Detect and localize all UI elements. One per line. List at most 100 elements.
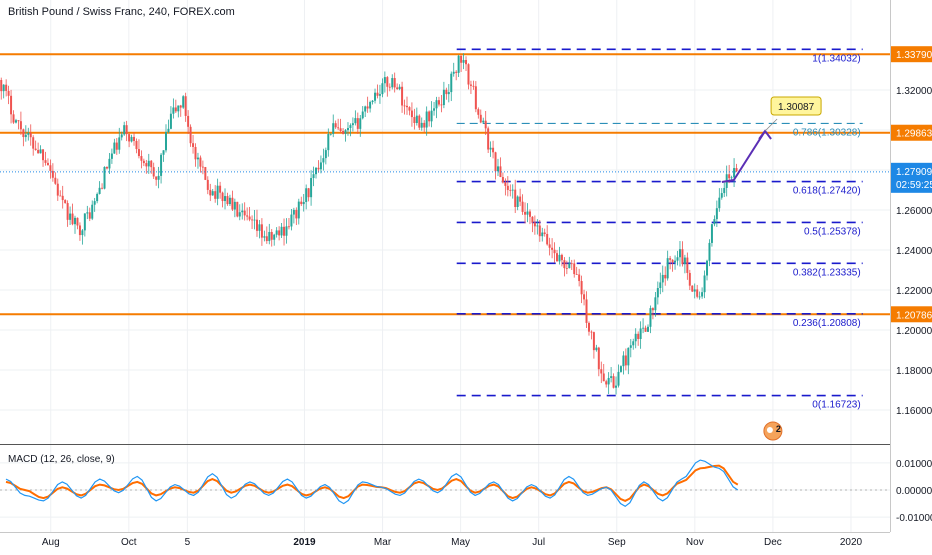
candle-body xyxy=(290,214,293,227)
price-tick-label: 1.22000 xyxy=(896,286,932,297)
candle-body xyxy=(516,196,519,207)
event-badge[interactable] xyxy=(763,421,783,441)
fib-level-label: 0.786(1.30328) xyxy=(793,127,861,138)
candle-body xyxy=(733,168,736,178)
candle-body xyxy=(484,120,487,129)
candle-body xyxy=(46,162,49,166)
candle-body xyxy=(519,196,522,202)
candle-body xyxy=(612,376,615,388)
horizontal-levels[interactable] xyxy=(0,53,890,316)
candle-body xyxy=(624,355,627,366)
candle-body xyxy=(29,132,32,138)
candle-body xyxy=(238,212,241,217)
candle-body xyxy=(467,64,470,85)
target-callout-box[interactable] xyxy=(770,96,822,116)
candle-body xyxy=(595,347,598,351)
candle-body xyxy=(469,84,472,86)
level-price-tag[interactable] xyxy=(891,46,932,63)
candle-body xyxy=(445,89,448,95)
candle-body xyxy=(580,281,583,295)
candle-body xyxy=(681,249,684,265)
level-price-tag[interactable] xyxy=(891,124,932,141)
candle-body xyxy=(573,263,576,275)
time-tick-label: Dec xyxy=(764,537,782,548)
candle-body xyxy=(654,297,657,311)
candle-body xyxy=(563,260,566,269)
time-tick-label: 2019 xyxy=(293,537,316,548)
candle-body xyxy=(678,249,681,258)
axes[interactable]: 1.320001.300001.280001.260001.240001.220… xyxy=(42,46,932,548)
candle-body xyxy=(642,327,645,329)
candle-body xyxy=(629,345,632,348)
candle-body xyxy=(5,84,8,91)
candle-body xyxy=(327,134,330,151)
candle-body xyxy=(137,149,140,157)
candle-body xyxy=(280,226,283,236)
candle-body xyxy=(157,175,160,180)
macd-signal-line xyxy=(5,464,739,503)
candle-body xyxy=(172,107,175,114)
candle-body xyxy=(101,187,104,189)
candle-body xyxy=(376,92,379,96)
candle-body xyxy=(211,191,214,196)
candle-body xyxy=(492,147,495,153)
candle-body xyxy=(622,355,625,367)
projection-arrow[interactable] xyxy=(721,130,766,183)
candle-body xyxy=(528,211,531,217)
price-tick-label: 1.32000 xyxy=(896,86,932,97)
candle-body xyxy=(674,260,677,263)
candle-body xyxy=(651,308,654,311)
candle-body xyxy=(253,219,256,221)
candle-body xyxy=(255,219,258,231)
candle-body xyxy=(86,212,89,214)
level-price-tag[interactable] xyxy=(891,306,932,323)
candle-body xyxy=(730,177,733,179)
candle-body xyxy=(423,122,426,128)
candle-body xyxy=(275,230,278,235)
candle-body xyxy=(590,331,593,333)
candle-body xyxy=(263,236,266,238)
candle-body xyxy=(329,133,332,135)
candle-body xyxy=(706,260,709,276)
price-tick-label: 1.18000 xyxy=(896,366,932,377)
candle-body xyxy=(228,197,231,205)
candle-body xyxy=(268,231,271,242)
candle-body xyxy=(504,182,507,186)
candle-body xyxy=(69,213,72,220)
candle-body xyxy=(324,150,327,159)
chart-title: British Pound / Swiss Franc, 240, FOREX.… xyxy=(8,6,235,18)
candle-body xyxy=(226,196,229,205)
candle-body xyxy=(315,167,318,175)
current-price-tag[interactable] xyxy=(891,162,932,193)
candle-body xyxy=(506,185,509,190)
candle-body xyxy=(297,201,300,219)
drawing-overlays[interactable]: 1.30087 2 xyxy=(0,96,890,441)
candle-body xyxy=(307,188,310,198)
candle-body xyxy=(93,201,96,205)
candle-body xyxy=(457,55,460,73)
candle-body xyxy=(155,176,158,180)
candle-body xyxy=(292,209,295,215)
candle-body xyxy=(693,289,696,292)
candle-body xyxy=(383,77,386,84)
candle-body xyxy=(162,150,165,155)
macd-title: MACD (12, 26, close, 9) xyxy=(8,454,115,465)
candle-body xyxy=(283,226,286,236)
candle-body xyxy=(501,177,504,183)
candle-body xyxy=(49,165,52,171)
candle-body xyxy=(632,341,635,346)
candle-body xyxy=(546,233,549,245)
candle-body xyxy=(526,211,529,215)
candle-body xyxy=(150,160,153,168)
candle-body xyxy=(118,137,121,150)
candle-body xyxy=(0,80,3,92)
candle-body xyxy=(287,226,290,228)
candle-body xyxy=(236,201,239,217)
fibonacci-retracement[interactable]: 1(1.34032) 0.786(1.30328) 0.618(1.27420) 0.… xyxy=(456,48,863,411)
candle-body xyxy=(164,132,167,151)
candle-body xyxy=(698,296,701,298)
candle-body xyxy=(145,163,148,167)
candle-body xyxy=(462,60,465,63)
